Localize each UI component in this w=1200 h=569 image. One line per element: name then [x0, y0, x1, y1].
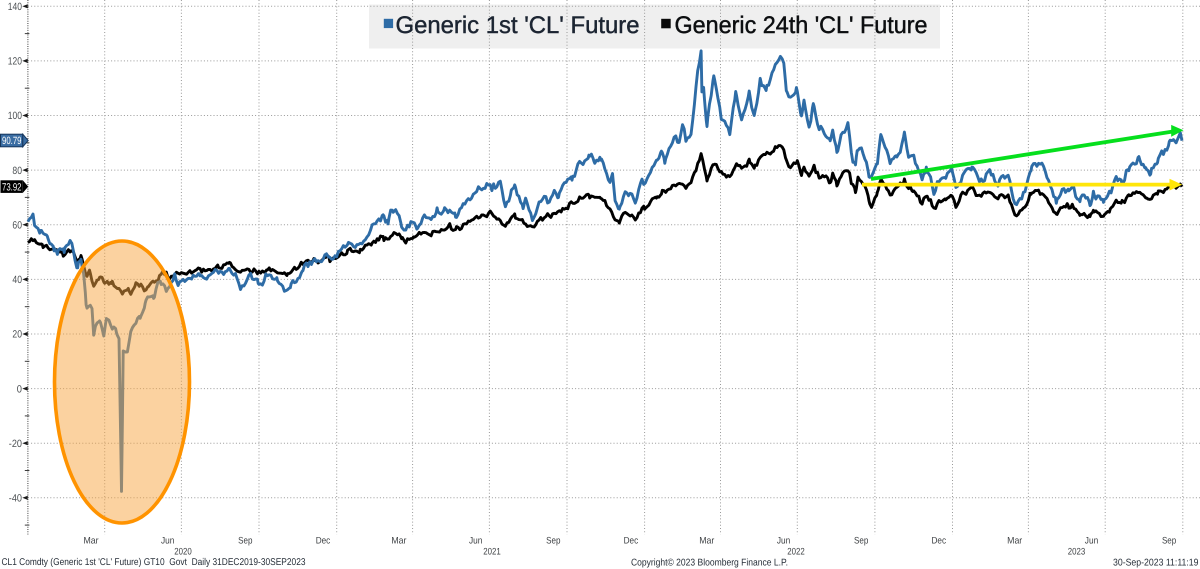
svg-text:Copyright© 2023 Bloomberg Fina: Copyright© 2023 Bloomberg Finance L.P. [631, 558, 788, 569]
svg-text:0: 0 [17, 383, 22, 395]
svg-text:30-Sep-2023 11:11:19: 30-Sep-2023 11:11:19 [1113, 558, 1199, 569]
svg-text:120: 120 [8, 56, 22, 68]
svg-text:Generic 24th 'CL' Future: Generic 24th 'CL' Future [675, 12, 928, 39]
svg-text:Dec: Dec [316, 536, 331, 547]
svg-text:Jun: Jun [161, 536, 174, 547]
svg-text:Sep: Sep [546, 536, 560, 547]
svg-text:2022: 2022 [787, 546, 805, 557]
svg-text:-20: -20 [9, 438, 22, 450]
svg-text:Mar: Mar [391, 536, 406, 547]
svg-text:Sep: Sep [238, 536, 252, 547]
svg-text:CL1 Comdty (Generic 1st 'CL' F: CL1 Comdty (Generic 1st 'CL' Future) GT1… [2, 557, 306, 568]
svg-text:Mar: Mar [83, 536, 98, 547]
svg-text:2020: 2020 [174, 546, 192, 557]
svg-text:Jun: Jun [469, 536, 482, 547]
svg-text:90.79: 90.79 [2, 135, 22, 147]
svg-text:Dec: Dec [624, 536, 639, 547]
svg-text:80: 80 [12, 165, 22, 177]
svg-text:100: 100 [8, 110, 22, 122]
svg-text:73.92: 73.92 [2, 181, 22, 193]
svg-text:Jun: Jun [1085, 536, 1098, 547]
svg-text:60: 60 [12, 219, 22, 231]
svg-text:Mar: Mar [1007, 536, 1022, 547]
svg-text:2023: 2023 [1068, 546, 1086, 557]
svg-text:Sep: Sep [1162, 536, 1176, 547]
svg-text:Mar: Mar [699, 536, 714, 547]
svg-text:Jun: Jun [777, 536, 790, 547]
svg-text:20: 20 [12, 329, 22, 341]
svg-text:Dec: Dec [932, 536, 947, 547]
svg-text:Generic 1st 'CL' Future: Generic 1st 'CL' Future [396, 12, 640, 39]
svg-text:40: 40 [12, 274, 22, 286]
svg-text:140: 140 [8, 1, 22, 13]
svg-text:-40: -40 [9, 493, 22, 505]
svg-text:2021: 2021 [483, 546, 501, 557]
svg-text:Sep: Sep [854, 536, 868, 547]
